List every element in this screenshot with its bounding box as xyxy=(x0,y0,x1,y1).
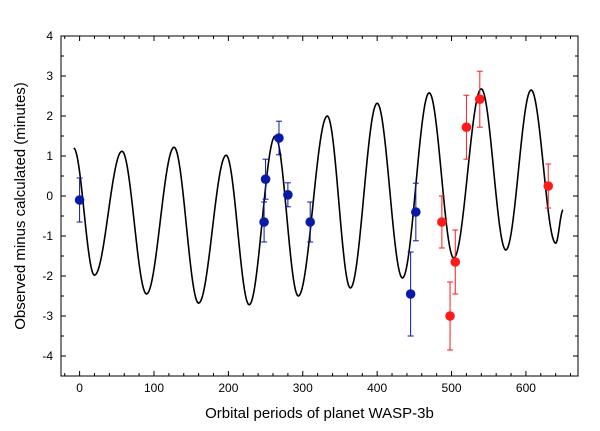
data-marker xyxy=(259,217,269,227)
data-marker xyxy=(437,217,447,227)
blue-observation xyxy=(305,201,316,243)
model-curve xyxy=(73,87,564,306)
x-tick-label: 500 xyxy=(442,381,462,395)
data-marker xyxy=(411,207,421,217)
data-points xyxy=(74,70,554,351)
red-observation xyxy=(543,163,554,209)
blue-observation xyxy=(405,251,416,337)
y-tick-label: 3 xyxy=(46,69,53,83)
y-tick-label: 1 xyxy=(46,149,53,163)
data-marker xyxy=(74,195,85,205)
blue-observation xyxy=(74,177,85,223)
data-marker xyxy=(305,217,316,227)
data-marker xyxy=(543,181,554,191)
data-marker xyxy=(461,122,472,132)
y-tick-label: 4 xyxy=(46,29,53,43)
y-axis-ticks: -4 -3 -2 -1 0 1 2 3 4 xyxy=(42,29,578,377)
red-observation xyxy=(437,195,447,249)
y-axis-title: Observed minus calculated (minutes) xyxy=(12,82,29,330)
y-tick-label: 0 xyxy=(46,189,53,203)
y-tick-label: 2 xyxy=(46,109,53,123)
blue-observation xyxy=(274,120,284,156)
x-axis-ticks: 0 100 200 300 400 500 600 xyxy=(64,36,572,395)
data-marker xyxy=(274,133,284,143)
y-tick-label: -1 xyxy=(42,229,53,243)
x-tick-label: 600 xyxy=(516,381,536,395)
blue-observation xyxy=(259,201,269,243)
red-observation xyxy=(450,229,461,295)
x-tick-label: 100 xyxy=(144,381,164,395)
x-tick-label: 300 xyxy=(293,381,313,395)
x-tick-label: 400 xyxy=(367,381,387,395)
blue-observation xyxy=(411,182,421,242)
y-tick-label: -3 xyxy=(42,309,53,323)
blue-observation xyxy=(260,158,271,200)
data-marker xyxy=(475,94,485,104)
data-marker xyxy=(260,174,271,184)
data-marker xyxy=(445,311,455,321)
x-axis-title: Orbital periods of planet WASP-3b xyxy=(205,405,434,422)
data-marker xyxy=(283,190,293,200)
x-tick-label: 0 xyxy=(76,381,83,395)
red-observation xyxy=(461,94,472,160)
red-observation xyxy=(475,70,485,128)
y-tick-label: -2 xyxy=(42,269,53,283)
x-tick-label: 200 xyxy=(218,381,238,395)
data-marker xyxy=(450,257,461,267)
data-marker xyxy=(405,289,416,299)
blue-observation xyxy=(283,182,293,208)
plot-frame xyxy=(60,35,579,377)
y-tick-label: -4 xyxy=(42,349,53,363)
red-observation xyxy=(445,281,455,351)
